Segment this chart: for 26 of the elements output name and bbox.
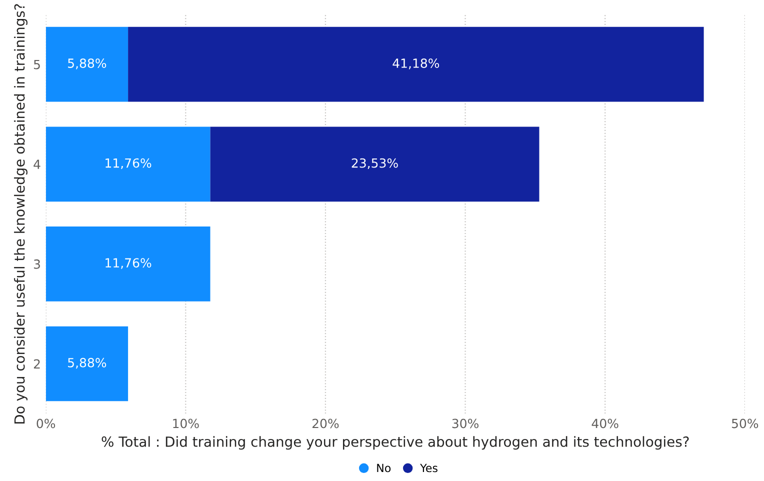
x-axis-title: % Total : Did training change your perspective about hydrogen and its technologies? [102, 436, 689, 450]
x-tick-label: 40% [592, 418, 618, 428]
data-label: 11,76% [106, 258, 152, 269]
data-label: 23,53% [352, 158, 398, 170]
data-label: 5,88% [68, 58, 106, 70]
y-tick-label: 2 [34, 359, 40, 369]
data-label: 5,88% [68, 358, 106, 369]
x-tick-label: 0% [36, 418, 56, 428]
y-tick-label: 4 [34, 160, 40, 169]
data-label: 41,18% [392, 58, 440, 70]
y-tick-label: 3 [34, 259, 40, 269]
y-axis-title: Do you consider useful the knowledge obtained in trainings? [14, 4, 28, 424]
x-tick-label: 50% [732, 418, 758, 428]
bar [46, 26, 128, 102]
bar [46, 226, 210, 302]
x-tick-label: 10% [173, 418, 199, 428]
x-tick-label: 30% [452, 418, 478, 428]
bar [46, 326, 128, 402]
bar [210, 126, 540, 202]
legend-label: No [377, 464, 391, 472]
x-tick-label: 20% [312, 418, 339, 428]
bar [46, 126, 210, 202]
data-label: 11,76% [106, 158, 152, 170]
bar [128, 26, 704, 102]
legend-label: Yes [420, 464, 438, 472]
y-tick-label: 5 [34, 60, 40, 70]
